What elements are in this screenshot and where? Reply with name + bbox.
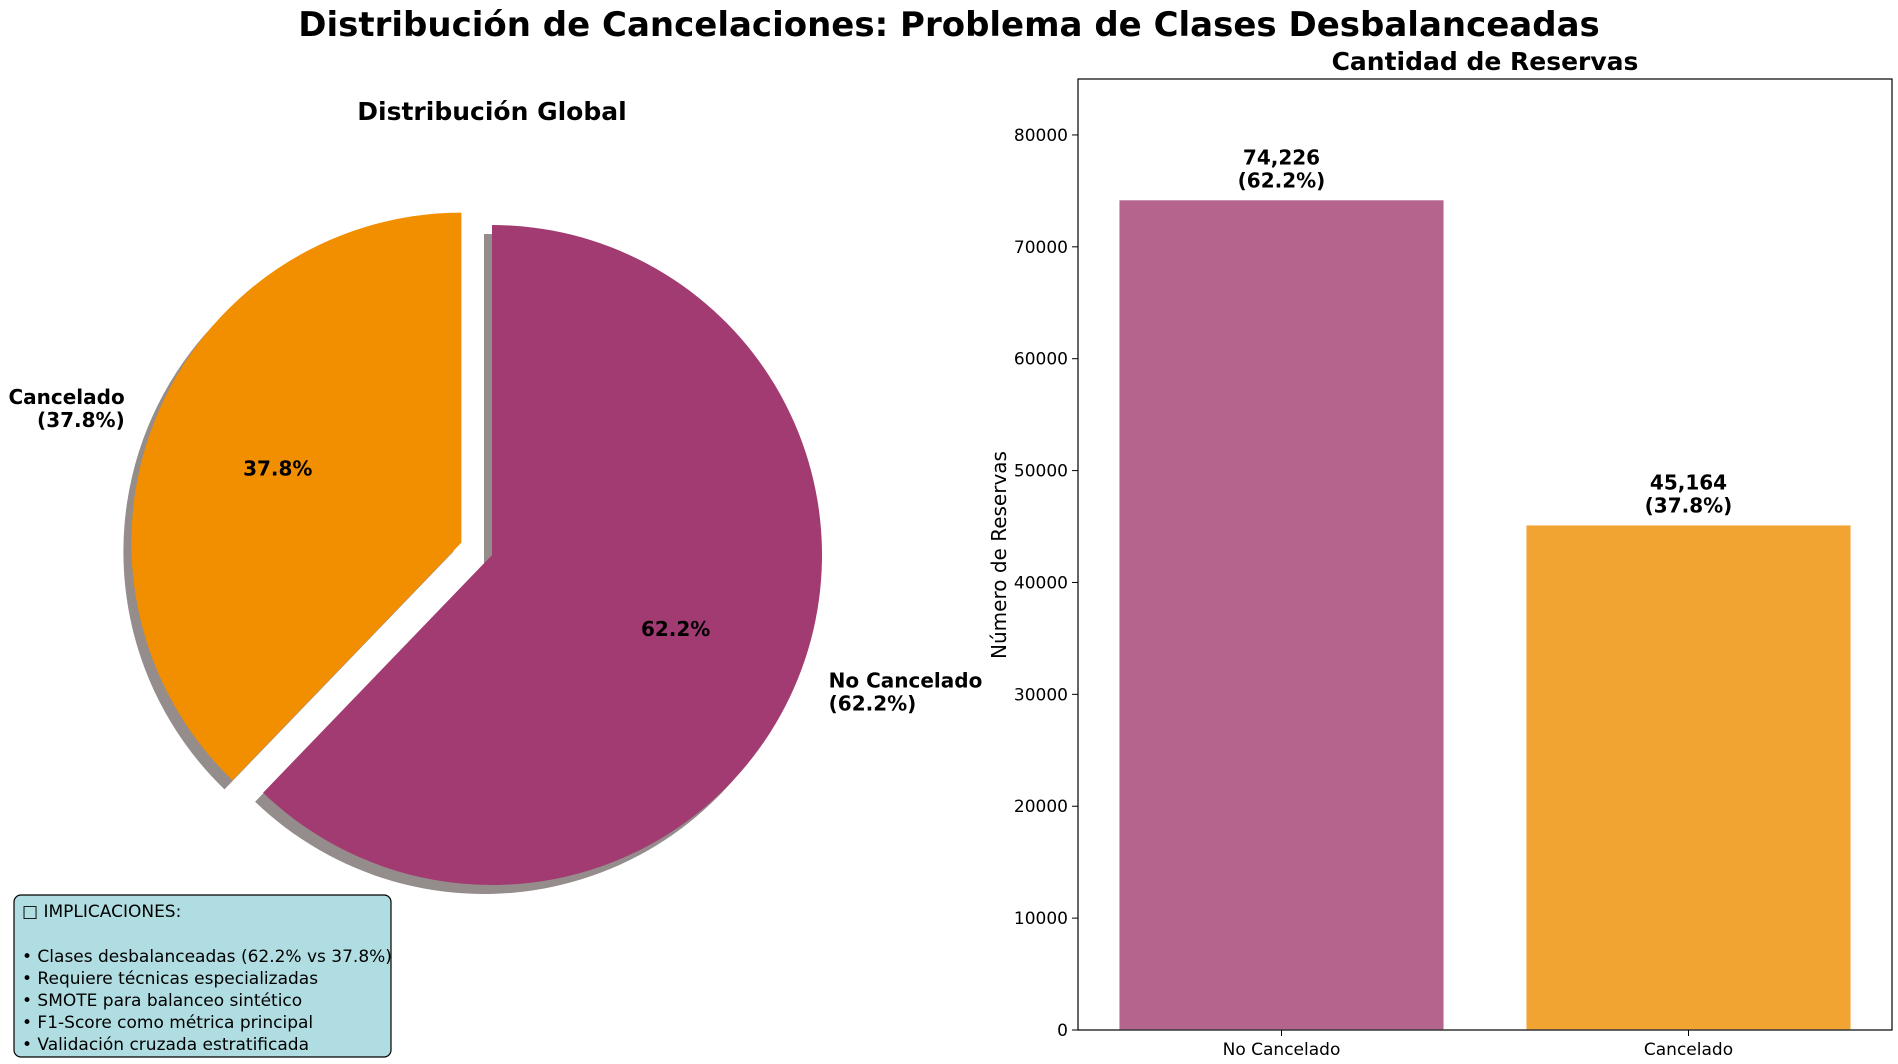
implication-item: • SMOTE para balanceo sintético [22, 991, 302, 1011]
bar-chart: Cantidad de Reservas 0 10000 20000 30000 400… [987, 47, 1893, 1060]
y-tick-label: 60000 [1014, 350, 1068, 370]
bar-cancelado [1524, 523, 1853, 1031]
pie-chart: Distribución Global 62.2% No Cancelado (62… [8, 97, 982, 894]
x-tick-label: No Cancelado [1223, 1040, 1341, 1060]
bar-bars [1117, 198, 1853, 1031]
pie-slice-no-cancelado [263, 225, 823, 885]
pie-pct-label-cancelado: 37.8% [243, 457, 312, 481]
x-axis: No Cancelado Cancelado [1223, 1030, 1733, 1060]
bar-no-cancelado [1117, 198, 1446, 1031]
implication-item: • F1-Score como métrica principal [22, 1013, 313, 1033]
pie-title: Distribución Global [357, 97, 626, 126]
y-tick-label: 50000 [1014, 462, 1068, 482]
implication-item: • Validación cruzada estratificada [22, 1035, 309, 1055]
y-axis: 0 10000 20000 30000 40000 50000 60000 70000 8000… [1014, 126, 1078, 1041]
bar-value-labels: 74,226 (62.2%) 45,164 (37.8%) [1238, 146, 1733, 518]
implications-heading: □ IMPLICACIONES: [22, 902, 181, 922]
implication-item: • Clases desbalanceadas (62.2% vs 37.8%) [22, 947, 392, 967]
x-tick-label: Cancelado [1644, 1040, 1733, 1060]
pie-slice-cancelado [131, 212, 462, 781]
plot-frame [1077, 78, 1893, 1031]
implications-box-background [13, 894, 392, 1058]
y-tick-label: 20000 [1014, 797, 1068, 817]
y-tick-label: 80000 [1014, 126, 1068, 146]
pie-texts: 62.2% No Cancelado (62.2%) 37.8% Cancelado (3… [8, 385, 982, 716]
implications-box: □ IMPLICACIONES: • Clases desbalanceadas… [13, 894, 392, 1058]
pie-slices [131, 212, 823, 885]
y-axis-label: Número de Reservas [987, 451, 1011, 659]
y-tick-label: 40000 [1014, 573, 1068, 593]
bar-value-label-cancelado: 45,164 (37.8%) [1645, 471, 1733, 518]
pie-outer-label-no-cancelado: No Cancelado (62.2%) [829, 669, 983, 716]
bar-value-label-no-cancelado: 74,226 (62.2%) [1238, 146, 1326, 193]
y-tick-label: 70000 [1014, 238, 1068, 258]
y-tick-label: 30000 [1014, 685, 1068, 705]
figure-title: Distribución de Cancelaciones: Problema … [298, 5, 1600, 45]
pie-outer-label-cancelado: Cancelado (37.8%) [8, 385, 124, 432]
pie-pct-label-no-cancelado: 62.2% [641, 617, 710, 641]
y-tick-label: 0 [1057, 1021, 1068, 1041]
implications-list: • Clases desbalanceadas (62.2% vs 37.8%)… [22, 947, 392, 1055]
bar-title: Cantidad de Reservas [1332, 47, 1639, 76]
y-tick-label: 10000 [1014, 909, 1068, 929]
implication-item: • Requiere técnicas especializadas [22, 969, 318, 989]
